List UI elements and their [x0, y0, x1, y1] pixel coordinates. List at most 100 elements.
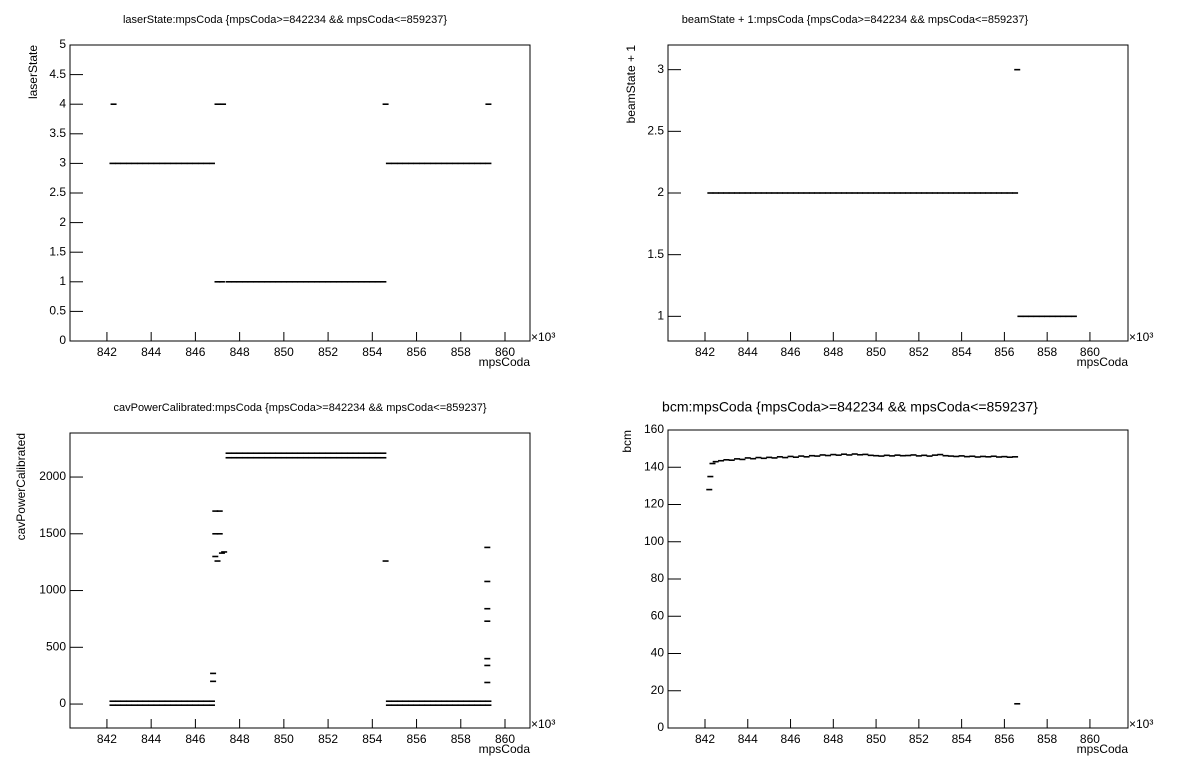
point: [910, 192, 917, 194]
x-tick-label: 846: [185, 732, 205, 746]
point: [164, 162, 171, 165]
point: [382, 560, 389, 562]
point: [734, 192, 741, 194]
point: [485, 103, 492, 105]
x-tick-label: 852: [318, 732, 338, 746]
point: [203, 704, 210, 706]
point: [424, 704, 431, 706]
x-tick-label: 850: [866, 345, 886, 359]
point: [712, 192, 719, 194]
point: [894, 454, 901, 456]
point: [114, 162, 121, 165]
point: [212, 532, 219, 535]
point: [899, 454, 906, 457]
point: [413, 700, 420, 703]
point: [485, 162, 492, 165]
point: [479, 162, 486, 165]
point: [1022, 315, 1029, 318]
point: [126, 700, 133, 703]
y-tick-label: 1.5: [49, 244, 66, 258]
point: [1012, 456, 1019, 458]
point: [776, 456, 783, 458]
point: [830, 453, 837, 456]
point: [760, 192, 767, 194]
y-tick-label: 2000: [39, 469, 66, 483]
point: [408, 700, 415, 703]
point: [363, 281, 370, 283]
point: [484, 657, 491, 660]
point: [1001, 455, 1008, 458]
point: [159, 162, 166, 165]
y-tick-label: 100: [644, 534, 664, 548]
x-tick-label: 856: [407, 732, 427, 746]
y-tick-label: 140: [644, 459, 664, 473]
point: [824, 192, 831, 194]
point: [369, 452, 376, 455]
point: [830, 192, 837, 194]
point: [208, 704, 215, 706]
point: [159, 704, 166, 706]
point: [269, 452, 276, 455]
point: [385, 162, 392, 165]
plot-frame: [667, 429, 1129, 729]
point: [114, 700, 121, 703]
point: [1028, 315, 1035, 318]
y-tick-label: 80: [651, 571, 665, 585]
point: [218, 281, 225, 283]
point: [325, 452, 332, 455]
point: [280, 452, 287, 455]
x-multiplier: ×10³: [1129, 717, 1153, 731]
point: [120, 162, 127, 165]
point: [120, 704, 127, 706]
point: [441, 700, 448, 703]
point: [170, 162, 177, 165]
x-tick-label: 848: [823, 732, 843, 746]
x-tick-label: 852: [909, 732, 929, 746]
point: [1038, 315, 1045, 318]
point: [269, 281, 276, 283]
point: [275, 456, 282, 459]
point: [131, 162, 138, 165]
point: [728, 192, 735, 194]
y-tick-label: 20: [651, 683, 665, 697]
y-tick-label: 5: [59, 37, 66, 51]
x-tick-label: 854: [952, 732, 972, 746]
point: [236, 452, 243, 455]
point: [159, 700, 166, 703]
chart-title: beamState + 1:mpsCoda {mpsCoda>=842234 &…: [682, 14, 1029, 26]
y-tick-label: 3.5: [49, 126, 66, 140]
point: [905, 192, 912, 194]
x-tick-label: 846: [781, 732, 801, 746]
point: [192, 700, 199, 703]
point: [247, 281, 254, 283]
point: [137, 704, 144, 706]
point: [374, 281, 381, 283]
point: [1070, 315, 1077, 318]
point: [110, 103, 117, 105]
y-tick-label: 2: [657, 185, 664, 199]
y-axis-label: beamState + 1: [624, 45, 638, 124]
point: [341, 281, 348, 283]
point: [175, 700, 182, 703]
point: [846, 192, 853, 194]
point: [457, 162, 464, 165]
point: [851, 192, 858, 194]
y-tick-label: 3: [657, 62, 664, 76]
point: [1065, 315, 1072, 318]
point: [374, 456, 381, 459]
point: [253, 452, 260, 455]
point: [755, 456, 762, 459]
point: [915, 455, 922, 457]
point: [120, 700, 127, 703]
point: [186, 704, 193, 706]
x-tick-label: 844: [141, 345, 161, 359]
point: [203, 162, 210, 165]
point: [1054, 315, 1061, 318]
point: [363, 452, 370, 455]
y-tick-label: 60: [651, 608, 665, 622]
point: [148, 162, 155, 165]
point: [221, 551, 228, 553]
plot-frame: [69, 432, 531, 729]
point: [468, 162, 475, 165]
